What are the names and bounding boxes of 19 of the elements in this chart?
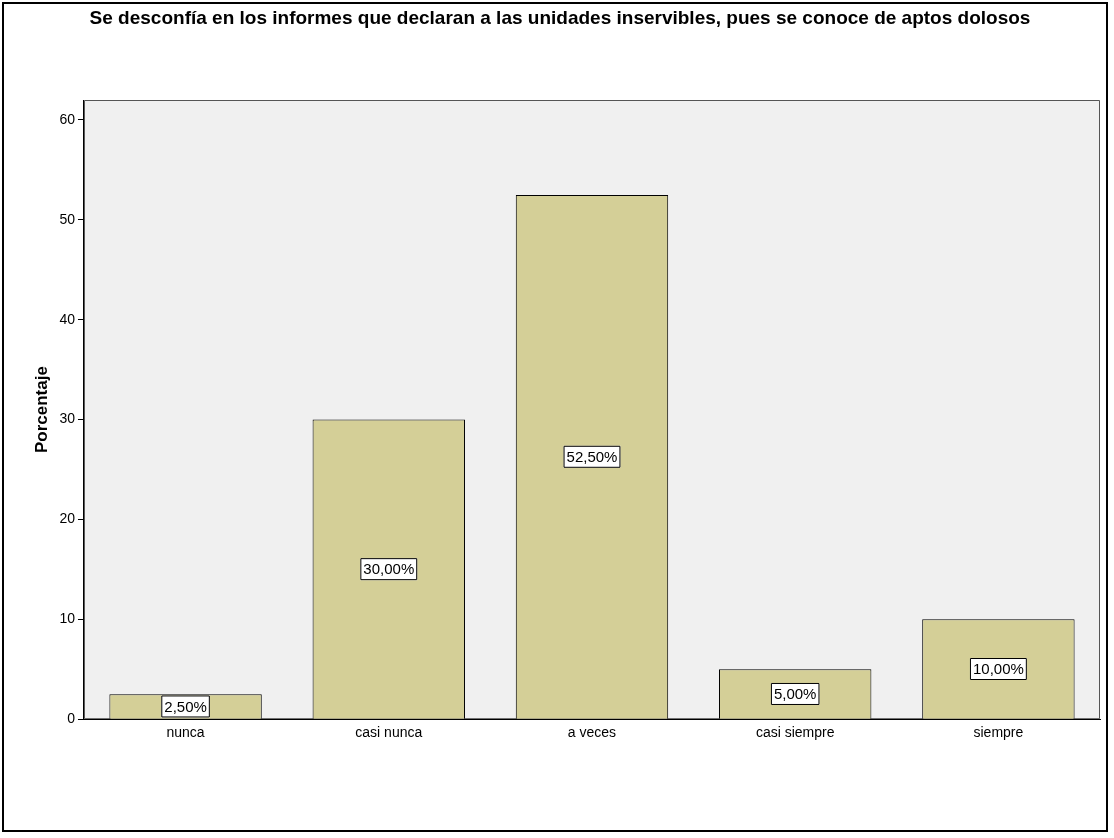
data-label: 30,00% [363, 560, 415, 578]
chart-title: Se desconfía en los informes que declaran a las unidades inservibles, pues se conoce de aptos dolosos [88, 7, 1032, 28]
data-label: 5,00% [773, 685, 817, 703]
y-tick-label: 50 [59, 210, 76, 227]
y-tick-label: 10 [59, 610, 76, 627]
x-tick-label: casi siempre [755, 724, 835, 741]
x-tick-label: siempre [973, 724, 1024, 741]
x-tick-label: casi nunca [355, 724, 423, 741]
y-axis-title: Porcentaje [31, 366, 51, 454]
data-label: 10,00% [972, 660, 1024, 678]
y-tick-label: 0 [67, 710, 76, 727]
y-tick-label: 20 [59, 510, 76, 527]
data-label: 52,50% [566, 447, 618, 465]
y-tick-label: 40 [59, 310, 76, 327]
y-tick-label: 60 [59, 110, 76, 127]
y-tick-label: 30 [59, 410, 76, 427]
x-tick-label: nunca [166, 724, 205, 741]
x-tick-label: a veces [567, 724, 617, 741]
data-label: 2,50% [164, 697, 207, 715]
